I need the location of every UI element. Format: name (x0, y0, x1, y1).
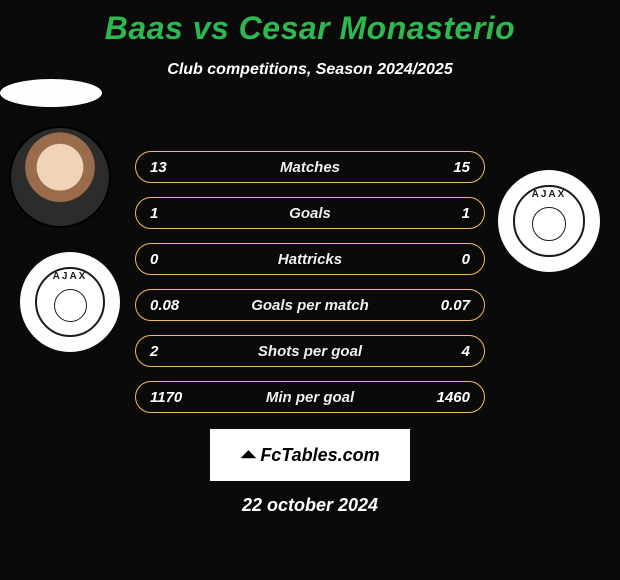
club-logo-right-text: AJAX (532, 189, 567, 200)
stat-right-value: 15 (420, 159, 470, 176)
stat-label: Goals (289, 205, 331, 222)
player-right-avatar (0, 79, 102, 107)
player-left-avatar (9, 126, 111, 228)
club-logo-left-text: AJAX (53, 271, 88, 282)
stat-right-value: 0 (420, 251, 470, 268)
stat-right-value: 1460 (420, 389, 470, 406)
stat-label: Min per goal (266, 389, 354, 406)
stat-label: Shots per goal (258, 343, 362, 360)
stat-label: Hattricks (278, 251, 342, 268)
stat-left-value: 1170 (150, 389, 200, 406)
branding-icon: ⏶ (240, 444, 256, 467)
stat-label: Matches (280, 159, 340, 176)
stat-row: 13 Matches 15 (135, 151, 485, 183)
stat-right-value: 1 (420, 205, 470, 222)
stat-left-value: 0 (150, 251, 200, 268)
comparison-date: 22 october 2024 (0, 495, 620, 516)
stat-row: 2 Shots per goal 4 (135, 335, 485, 367)
stat-left-value: 2 (150, 343, 200, 360)
stat-row: 1 Goals 1 (135, 197, 485, 229)
stat-right-value: 4 (420, 343, 470, 360)
stat-left-value: 0.08 (150, 297, 200, 314)
stat-right-value: 0.07 (420, 297, 470, 314)
comparison-subtitle: Club competitions, Season 2024/2025 (0, 61, 620, 79)
stats-table: 13 Matches 15 1 Goals 1 0 Hattricks 0 0.… (135, 151, 485, 413)
stat-row: 0.08 Goals per match 0.07 (135, 289, 485, 321)
club-logo-left: AJAX (20, 252, 120, 352)
stat-row: 0 Hattricks 0 (135, 243, 485, 275)
stat-label: Goals per match (251, 297, 369, 314)
branding-text: FcTables.com (260, 445, 379, 466)
stat-left-value: 1 (150, 205, 200, 222)
comparison-title: Baas vs Cesar Monasterio (0, 0, 620, 47)
branding-badge: ⏶ FcTables.com (210, 429, 410, 481)
club-logo-right: AJAX (498, 170, 600, 272)
stat-left-value: 13 (150, 159, 200, 176)
stat-row: 1170 Min per goal 1460 (135, 381, 485, 413)
